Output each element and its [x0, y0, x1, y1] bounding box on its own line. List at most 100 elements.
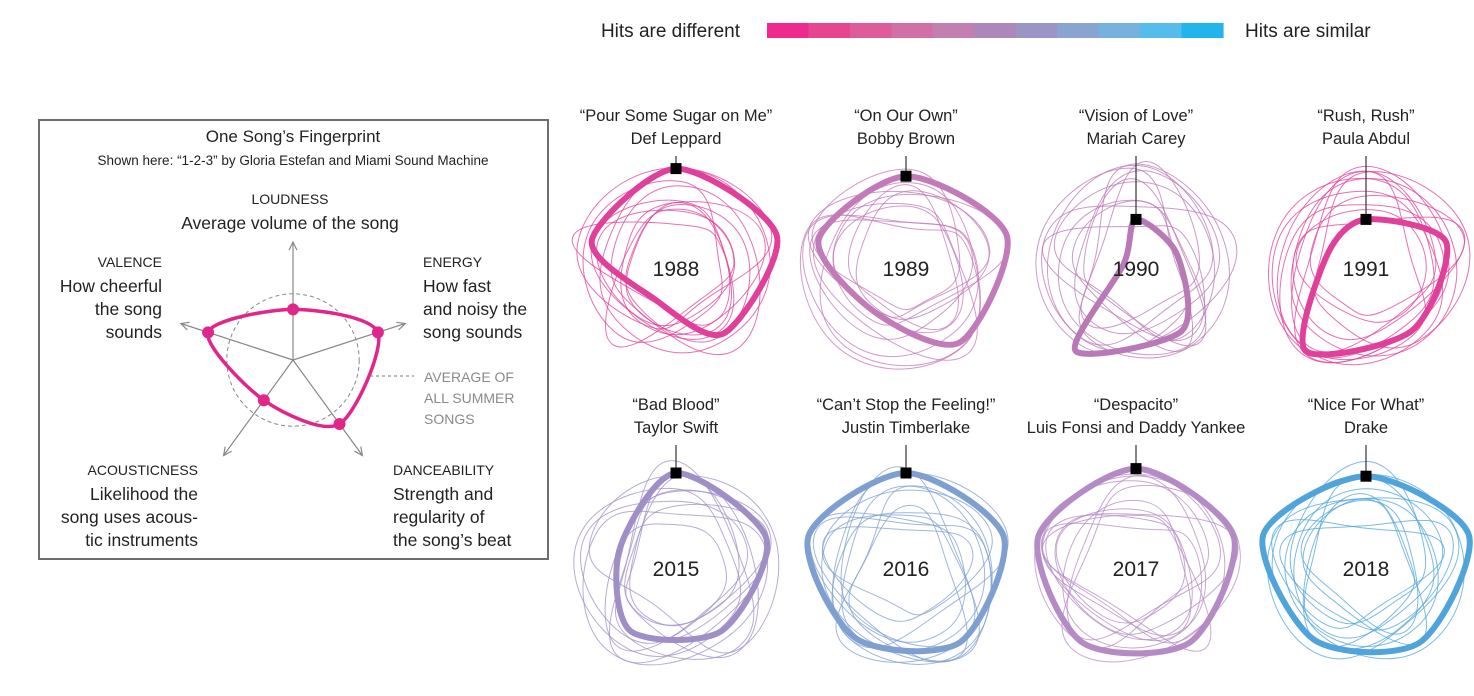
- average-label-2: ALL SUMMER: [424, 390, 515, 406]
- axis-line-energy: [292, 322, 406, 361]
- legend-swatch: [891, 23, 934, 38]
- other-hit-outline: [1290, 178, 1458, 357]
- shape-2015: [573, 445, 780, 666]
- example-song-shape: [202, 303, 384, 430]
- other-hit-outline: [807, 190, 991, 318]
- other-hit-outline: [802, 214, 979, 357]
- panel-subtitle: Shown here: “1-2-3” by Gloria Estefan an…: [98, 153, 489, 168]
- other-hit-outline: [582, 180, 723, 343]
- artist-1991: Paula Abdul: [1322, 130, 1410, 148]
- other-hit-outline: [847, 184, 959, 331]
- loudness-marker-2016: [900, 467, 912, 479]
- top-hit-outline-1989: [815, 173, 1011, 348]
- other-hit-outline: [1057, 199, 1207, 356]
- other-hit-outline: [615, 460, 755, 660]
- axis-arrow-energy: [396, 321, 407, 331]
- axis-desc-acousticness-3: tic instruments: [85, 530, 198, 550]
- other-hit-outline: [811, 168, 961, 311]
- legend-swatch: [808, 23, 851, 38]
- other-hit-outline: [1268, 177, 1435, 359]
- axis-line-danceability: [292, 359, 363, 456]
- legend-swatch: [974, 23, 1017, 38]
- fingerprint-panel: One Song’s Fingerprint Shown here: “1-2-…: [38, 119, 549, 560]
- axis-name-acousticness: ACOUSTICNESS: [88, 462, 198, 478]
- other-hit-outline: [1289, 460, 1427, 625]
- song-title-2015: “Bad Blood”: [632, 396, 719, 414]
- value-point-loudness: [287, 303, 299, 316]
- axis-name-danceability: DANCEABILITY: [393, 462, 495, 478]
- shape-1989: [799, 156, 1011, 370]
- axis-arrow-valence: [179, 321, 190, 331]
- axis-desc-danceability-1: Strength and: [393, 484, 493, 504]
- song-title-1990: “Vision of Love”: [1079, 107, 1193, 125]
- other-hit-outline: [1279, 204, 1446, 364]
- yearly-fingerprints: “Pour Some Sugar on Me” Def Leppard 1988…: [572, 107, 1473, 666]
- top-hit-outline-2017: [1034, 465, 1238, 657]
- other-hit-outline: [1293, 488, 1444, 639]
- value-point-valence: [202, 326, 215, 339]
- loudness-marker-1991: [1360, 213, 1372, 225]
- axis-label-energy: ENERGY How fast and noisy the song sound…: [423, 254, 527, 342]
- other-hit-outline: [1053, 181, 1216, 341]
- artist-2018: Drake: [1344, 419, 1388, 437]
- legend-swatch: [1098, 23, 1141, 38]
- axis-name-energy: ENERGY: [423, 254, 483, 270]
- year-label-1991: 1991: [1343, 258, 1390, 281]
- artist-1989: Bobby Brown: [857, 130, 955, 148]
- other-hit-outline: [599, 168, 771, 354]
- legend-swatch: [849, 23, 892, 38]
- axis-desc-energy-2: and noisy the: [423, 299, 527, 319]
- other-hit-outline: [812, 202, 978, 361]
- loudness-marker-2017: [1130, 463, 1142, 475]
- other-hit-outline: [625, 203, 751, 343]
- axis-desc-danceability-3: the song’s beat: [393, 530, 512, 550]
- average-label-3: SONGS: [424, 411, 475, 427]
- other-hit-outline: [1078, 163, 1230, 359]
- year-label-1990: 1990: [1113, 258, 1160, 281]
- legend-swatch: [1015, 23, 1058, 38]
- axis-name-loudness: LOUDNESS: [251, 191, 328, 207]
- fingerprint-1991: “Rush, Rush” Paula Abdul 1991: [1268, 107, 1471, 366]
- shape-2017: [1034, 445, 1241, 663]
- average-outline: [226, 293, 360, 427]
- other-hit-outline: [1062, 499, 1192, 649]
- year-label-2017: 2017: [1113, 558, 1160, 581]
- song-title-1989: “On Our Own”: [854, 107, 958, 125]
- other-hit-outline: [812, 516, 992, 663]
- axis-desc-valence-2: the song: [95, 299, 162, 319]
- other-hit-outline: [573, 487, 742, 657]
- other-hit-outline: [625, 471, 759, 658]
- shape-1991: [1268, 156, 1471, 366]
- other-hit-outline: [1047, 164, 1214, 346]
- axis-label-valence: VALENCE How cheerful the song sounds: [60, 254, 162, 342]
- fingerprint-2017: “Despacito” Luis Fonsi and Daddy Yankee …: [1027, 396, 1246, 663]
- fingerprint-1989: “On Our Own” Bobby Brown 1989: [799, 107, 1011, 370]
- radar-axes: [179, 240, 407, 457]
- legend-swatch: [1140, 23, 1183, 38]
- other-hit-outline: [821, 514, 980, 663]
- other-hit-outline: [1309, 195, 1465, 316]
- artist-1988: Def Leppard: [631, 130, 722, 148]
- other-hit-outline: [1056, 508, 1186, 624]
- axis-desc-acousticness-2: song uses acous-: [61, 507, 198, 527]
- axis-desc-valence-1: How cheerful: [60, 276, 162, 296]
- other-hit-outline: [848, 504, 968, 662]
- other-hit-outline: [1302, 493, 1415, 648]
- year-label-2016: 2016: [883, 558, 930, 581]
- song-title-2018: “Nice For What”: [1308, 396, 1424, 414]
- other-hit-outline: [1080, 160, 1200, 329]
- other-hit-outline: [855, 190, 990, 320]
- shape-2018: [1259, 445, 1473, 660]
- year-label-1988: 1988: [653, 258, 700, 281]
- other-hit-outline: [1266, 497, 1460, 660]
- axis-desc-acousticness-1: Likelihood the: [90, 484, 198, 504]
- song-title-2017: “Despacito”: [1094, 396, 1178, 414]
- artist-2017: Luis Fonsi and Daddy Yankee: [1027, 419, 1246, 437]
- axis-line-acousticness: [223, 359, 294, 456]
- panel-frame: [38, 119, 549, 560]
- axis-label-acousticness: ACOUSTICNESS Likelihood the song uses ac…: [61, 462, 198, 550]
- top-hit-outline-2018: [1259, 473, 1473, 656]
- other-hit-outline: [822, 526, 974, 622]
- shape-1988: [572, 156, 781, 356]
